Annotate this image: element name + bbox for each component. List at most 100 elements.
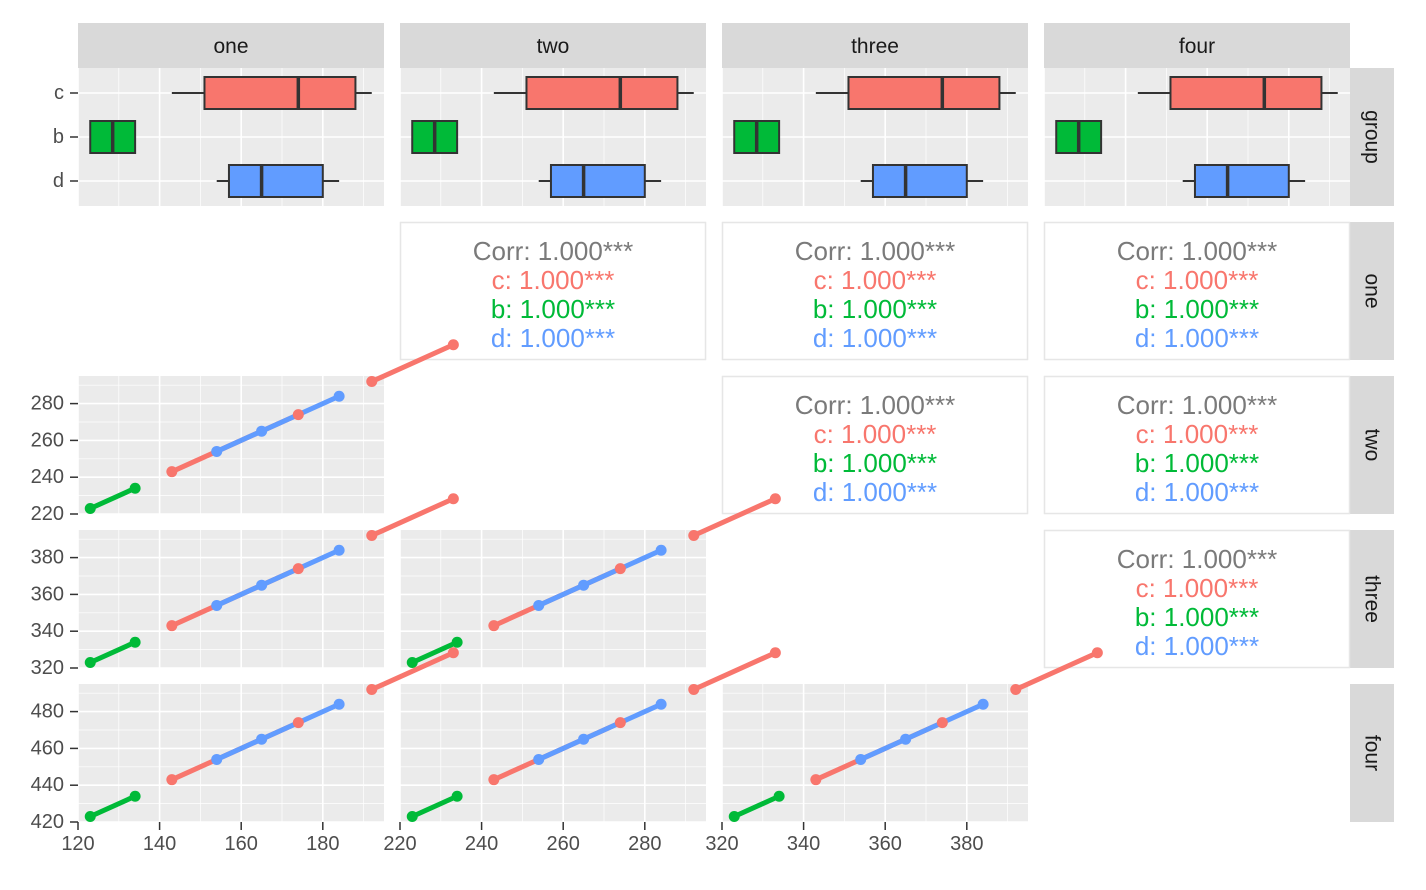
row-strip-one: one [1350, 222, 1394, 360]
corr-c-text: c: 1.000*** [1136, 573, 1259, 603]
point-d [256, 425, 268, 437]
row-strip-label: group [1361, 110, 1384, 164]
corr-d-text: d: 1.000*** [1135, 323, 1259, 353]
point-c [488, 620, 500, 632]
point-d [256, 733, 268, 745]
corr-panel-border [1043, 221, 1351, 361]
point-c [488, 774, 500, 786]
corr-panel-border [399, 221, 707, 361]
scatter-panel-three-one [77, 493, 459, 669]
point-d [977, 698, 989, 710]
y-tick-label: 320 [31, 657, 64, 679]
boxplot-panel-two [399, 68, 706, 206]
fit-line-d [536, 701, 664, 762]
column-strip-bg [1044, 23, 1350, 68]
corr-c-text: c: 1.000*** [814, 419, 937, 449]
corr-panel-border [721, 221, 1029, 361]
column-strip-bg [400, 23, 706, 68]
point-d [211, 445, 223, 457]
point-c [688, 684, 700, 696]
x-tick-label: 380 [950, 833, 983, 855]
point-b [451, 636, 463, 648]
point-b [84, 656, 96, 668]
row-strip-bg [1350, 222, 1394, 360]
point-b [406, 810, 418, 822]
point-c [366, 684, 378, 696]
boxplot-panel-three [721, 68, 1028, 206]
column-strip-label: two [537, 35, 570, 58]
point-c [1091, 647, 1103, 659]
point-b [773, 790, 785, 802]
y-tick-label: 260 [31, 429, 64, 451]
point-c [166, 774, 178, 786]
row-strip-bg [1350, 68, 1394, 206]
corr-c-text: c: 1.000*** [1136, 265, 1259, 295]
x-tick-label: 120 [61, 833, 94, 855]
scatter-panel-four-three [721, 647, 1103, 823]
point-c [292, 717, 304, 729]
point-d [855, 753, 867, 765]
point-d [333, 698, 345, 710]
corr-b-text: b: 1.000*** [491, 294, 615, 324]
corr-d-text: d: 1.000*** [1135, 477, 1259, 507]
corr-panel-border [1043, 375, 1351, 515]
boxplot-box-d [227, 164, 324, 198]
boxplot-box-d [871, 164, 968, 198]
column-strip-label: four [1179, 35, 1215, 58]
x-tick-label: 140 [143, 833, 176, 855]
column-strip-two: two [400, 23, 706, 68]
row-strip-label: one [1361, 273, 1384, 308]
corr-c-text: c: 1.000*** [814, 265, 937, 295]
point-d [578, 579, 590, 591]
y-tick-label: 440 [31, 774, 64, 796]
point-b [728, 810, 740, 822]
column-strip-label: one [213, 35, 248, 58]
point-d [655, 544, 667, 556]
x-tick-label: 180 [306, 833, 339, 855]
point-d [900, 733, 912, 745]
corr-b-text: b: 1.000*** [813, 294, 937, 324]
y-tick-label: 220 [31, 503, 64, 525]
y-tick-label-group-c: c [54, 82, 64, 104]
row-strip-bg [1350, 684, 1394, 822]
x-tick-label: 320 [705, 833, 738, 855]
point-c [292, 409, 304, 421]
point-b [451, 790, 463, 802]
x-tick-label: 240 [465, 833, 498, 855]
column-strip-bg [78, 23, 384, 68]
corr-panel-border [721, 375, 1029, 515]
fit-line-d [536, 547, 664, 608]
point-d [333, 390, 345, 402]
scatter-panel-four-two [399, 647, 781, 823]
fit-line-b [731, 793, 782, 819]
x-tick-label: 160 [225, 833, 258, 855]
fit-line-b [87, 639, 138, 665]
fit-line-b [87, 793, 138, 819]
y-tick-label-group-d: d [53, 170, 64, 192]
boxplot-box-d [1193, 164, 1290, 198]
corr-b-text: b: 1.000*** [813, 448, 937, 478]
y-tick-label: 360 [31, 583, 64, 605]
point-c [166, 620, 178, 632]
fit-line-d [214, 547, 342, 608]
fit-line-d [214, 701, 342, 762]
point-d [333, 544, 345, 556]
corr-b-text: b: 1.000*** [1135, 602, 1259, 632]
y-tick-label: 460 [31, 737, 64, 759]
boxplot-panel-one [77, 68, 384, 206]
corr-overall-text: Corr: 1.000*** [795, 236, 955, 266]
point-c [447, 647, 459, 659]
x-tick-label: 220 [383, 833, 416, 855]
row-strip-label: three [1361, 575, 1384, 623]
x-tick-label: 360 [869, 833, 902, 855]
point-c [810, 774, 822, 786]
point-c [292, 563, 304, 575]
y-tick-label: 480 [31, 701, 64, 723]
scatter-panel-two-one [77, 339, 459, 515]
row-strip-bg [1350, 530, 1394, 668]
fit-line-c [369, 650, 456, 693]
row-strip-group: group [1350, 68, 1394, 206]
x-tick-label: 280 [628, 833, 661, 855]
corr-panel-three-four: Corr: 1.000***c: 1.000***b: 1.000***d: 1… [1043, 529, 1351, 669]
